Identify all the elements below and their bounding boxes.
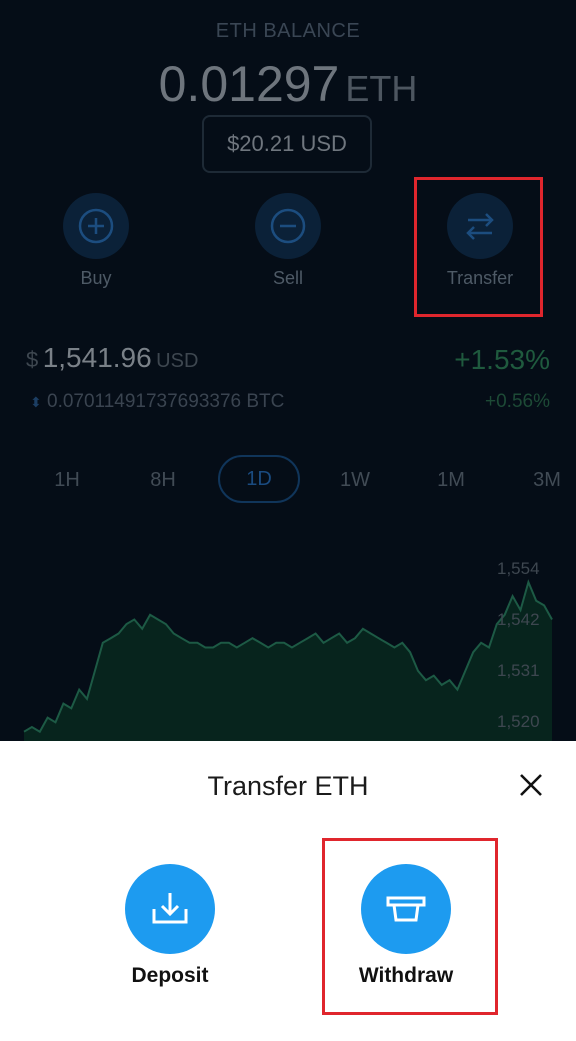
usd-value-pill[interactable]: $20.21 USD xyxy=(202,115,372,173)
chart-area xyxy=(24,582,552,741)
btc-price-row: ⬍ 0.07011491737693376 BTC xyxy=(30,391,284,413)
balance-label: ETH BALANCE xyxy=(215,20,361,42)
buy-label: Buy xyxy=(80,268,112,288)
price-row: $ 1,541.96 USD xyxy=(26,342,198,374)
y-tick-label: 1,520 xyxy=(497,712,540,731)
timeframe-3m[interactable]: 3M xyxy=(533,469,561,491)
sheet-title: Transfer ETH xyxy=(207,771,369,801)
price-value: 1,541.96 xyxy=(42,342,152,373)
deposit-button[interactable] xyxy=(125,864,215,954)
timeframe-8h[interactable]: 8H xyxy=(150,469,176,491)
sell-button[interactable] xyxy=(255,193,321,259)
withdraw-highlight-box xyxy=(322,838,498,1015)
currency-symbol: $ xyxy=(26,347,39,372)
buy-button[interactable] xyxy=(63,193,129,259)
price-change: +1.53% xyxy=(454,344,550,375)
up-down-arrows-icon: ⬍ xyxy=(30,394,42,410)
transfer-sheet xyxy=(0,741,576,1041)
plus-circle-icon xyxy=(78,208,114,244)
y-tick-label: 1,531 xyxy=(497,661,540,680)
transfer-button[interactable] xyxy=(447,193,513,259)
transfer-arrows-icon xyxy=(466,213,494,240)
transfer-label: Transfer xyxy=(446,268,514,288)
timeframe-1m[interactable]: 1M xyxy=(437,469,465,491)
chart-series-line xyxy=(23,579,553,734)
sell-label: Sell xyxy=(272,268,303,288)
timeframe-1d[interactable]: 1D xyxy=(218,455,300,503)
withdraw-label: Withdraw xyxy=(358,964,454,987)
balance-unit: ETH xyxy=(345,68,418,109)
transfer-highlight-box xyxy=(414,177,543,317)
balance-amount: 0.01297 xyxy=(158,56,340,112)
download-tray-icon xyxy=(152,893,188,924)
btc-change: +0.56% xyxy=(485,391,550,412)
price-unit: USD xyxy=(156,350,199,372)
timeframe-1w[interactable]: 1W xyxy=(340,469,370,491)
minus-circle-icon xyxy=(270,208,306,244)
timeframe-1h[interactable]: 1H xyxy=(54,469,80,491)
balance-amount-row: 0.01297 ETH xyxy=(0,55,576,113)
price-chart[interactable] xyxy=(0,540,576,741)
y-tick-label: 1,554 xyxy=(497,559,540,578)
close-button[interactable] xyxy=(514,768,548,802)
deposit-label: Deposit xyxy=(131,964,209,987)
y-tick-label: 1,542 xyxy=(497,610,540,629)
withdraw-button[interactable] xyxy=(361,864,451,954)
atm-withdraw-icon xyxy=(386,896,426,922)
btc-value: 0.07011491737693376 BTC xyxy=(47,391,285,412)
close-icon xyxy=(520,774,542,796)
